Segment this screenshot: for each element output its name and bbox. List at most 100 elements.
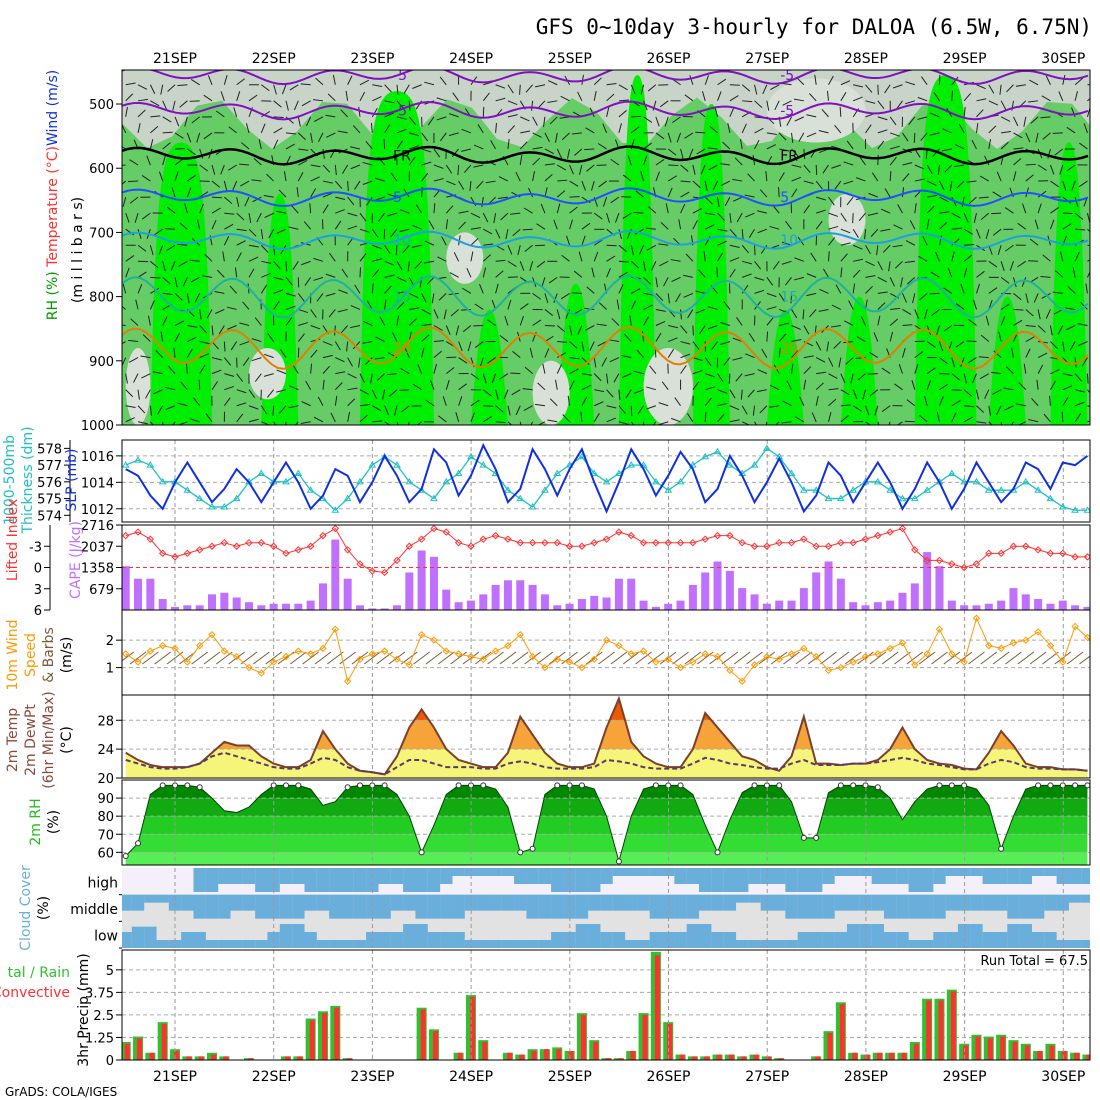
- li-marker: [886, 528, 894, 536]
- precip-convective-bar: [876, 1052, 882, 1060]
- wind-barb: [833, 341, 842, 349]
- rh-marker: [850, 782, 857, 789]
- wind-barb: [174, 171, 179, 182]
- wind-barb: [791, 325, 801, 330]
- wind-barb: [325, 114, 336, 118]
- wind-barb: [458, 180, 465, 190]
- cloud-cell: [181, 894, 194, 911]
- cape-bar: [725, 570, 734, 610]
- li-marker: [282, 549, 290, 558]
- cloud-cell: [772, 868, 786, 884]
- wind-barb: [130, 318, 139, 326]
- wind-barb: [581, 396, 588, 406]
- li-marker: [750, 542, 759, 550]
- wind-barb: [372, 96, 382, 102]
- cape-bar: [701, 572, 710, 610]
- wind-barb: [704, 357, 712, 366]
- wind-barb: [668, 337, 678, 343]
- cloud-cell: [131, 894, 145, 911]
- wind-barb: [884, 84, 891, 94]
- cloud-cell: [1044, 868, 1057, 876]
- cloud-cell: [230, 940, 243, 948]
- cape-bar: [503, 580, 512, 610]
- li-marker: [639, 539, 648, 547]
- wind-barb: [537, 382, 546, 391]
- wind-barb: [791, 164, 802, 168]
- wind-barb: [951, 212, 961, 219]
- wind-barb: [778, 347, 781, 358]
- cloud-cell: [489, 868, 502, 876]
- wind-barb: [340, 325, 349, 334]
- wind-barb: [705, 386, 715, 391]
- cape-bar: [1071, 605, 1080, 610]
- wind-barb: [396, 301, 405, 310]
- wind-barb: [223, 75, 228, 85]
- li-marker: [1083, 553, 1090, 561]
- wind-barb: [431, 293, 435, 304]
- cloud-cell: [637, 894, 650, 911]
- li-marker: [689, 539, 697, 547]
- cape-bar: [257, 605, 266, 610]
- wind-barb: [359, 212, 367, 222]
- wind-barb: [806, 273, 817, 278]
- li-marker: [602, 535, 611, 543]
- cloud-cell: [822, 932, 835, 948]
- wind-barb: [634, 389, 644, 394]
- wind-barb: [263, 373, 274, 377]
- wind-barb: [409, 132, 420, 137]
- wind-barb: [741, 284, 749, 294]
- wind-barb: [914, 351, 924, 358]
- wind-barb: [427, 116, 435, 126]
- y-tick-label: 0: [106, 1054, 114, 1069]
- wind-barb: [569, 164, 574, 175]
- wind-barb: [877, 100, 885, 110]
- cape-bar: [602, 597, 611, 610]
- wind-barb: [772, 261, 780, 270]
- wind-barb: [719, 163, 730, 166]
- wind-barb: [347, 411, 351, 422]
- wind-barb: [387, 193, 398, 198]
- wind-barb: [960, 283, 965, 294]
- wind-barb: [507, 125, 515, 134]
- wind-barb: [606, 373, 609, 384]
- wind-marker: [763, 652, 771, 661]
- thickness-marker: [134, 456, 142, 463]
- wind-barb: [276, 389, 287, 393]
- precip-convective-bar: [815, 1056, 821, 1060]
- thickness-marker: [146, 461, 155, 468]
- day-label-bottom: 27SEP: [745, 1069, 789, 1085]
- wind-barb: [631, 115, 642, 118]
- wind-barb: [251, 179, 262, 182]
- wind-barb: [848, 300, 854, 310]
- wind-barb: [396, 291, 407, 294]
- wind-barb: [618, 99, 629, 102]
- li-marker: [985, 549, 993, 558]
- precip-convective-bar: [852, 1052, 858, 1060]
- wind-barb: [618, 260, 629, 263]
- cloud-cell: [920, 894, 934, 919]
- wind-barb: [622, 212, 632, 220]
- wind-barb: [390, 172, 398, 182]
- wind-barb: [1061, 411, 1064, 422]
- wind-barb: [207, 75, 213, 85]
- cloud-cell: [341, 940, 354, 948]
- cape-bar: [146, 578, 155, 610]
- wind-barb: [218, 325, 225, 335]
- wind-barb: [877, 129, 888, 134]
- thickness-marker: [442, 477, 451, 485]
- rh-marker: [677, 782, 684, 789]
- wind-barb: [172, 421, 176, 425]
- wind-barb: [1086, 213, 1090, 223]
- li-marker: [528, 539, 537, 547]
- wind-barb: [556, 364, 562, 374]
- wind-barb: [621, 355, 632, 359]
- wind-barb: [655, 171, 660, 182]
- wind-barb: [680, 148, 684, 159]
- wind-barb: [297, 116, 301, 127]
- wind-barb: [877, 291, 888, 294]
- wind-barb: [573, 651, 591, 665]
- cloud-cell: [772, 894, 786, 911]
- wind-barb: [125, 255, 135, 262]
- wind-barb: [850, 373, 854, 384]
- wind-barb: [179, 100, 188, 108]
